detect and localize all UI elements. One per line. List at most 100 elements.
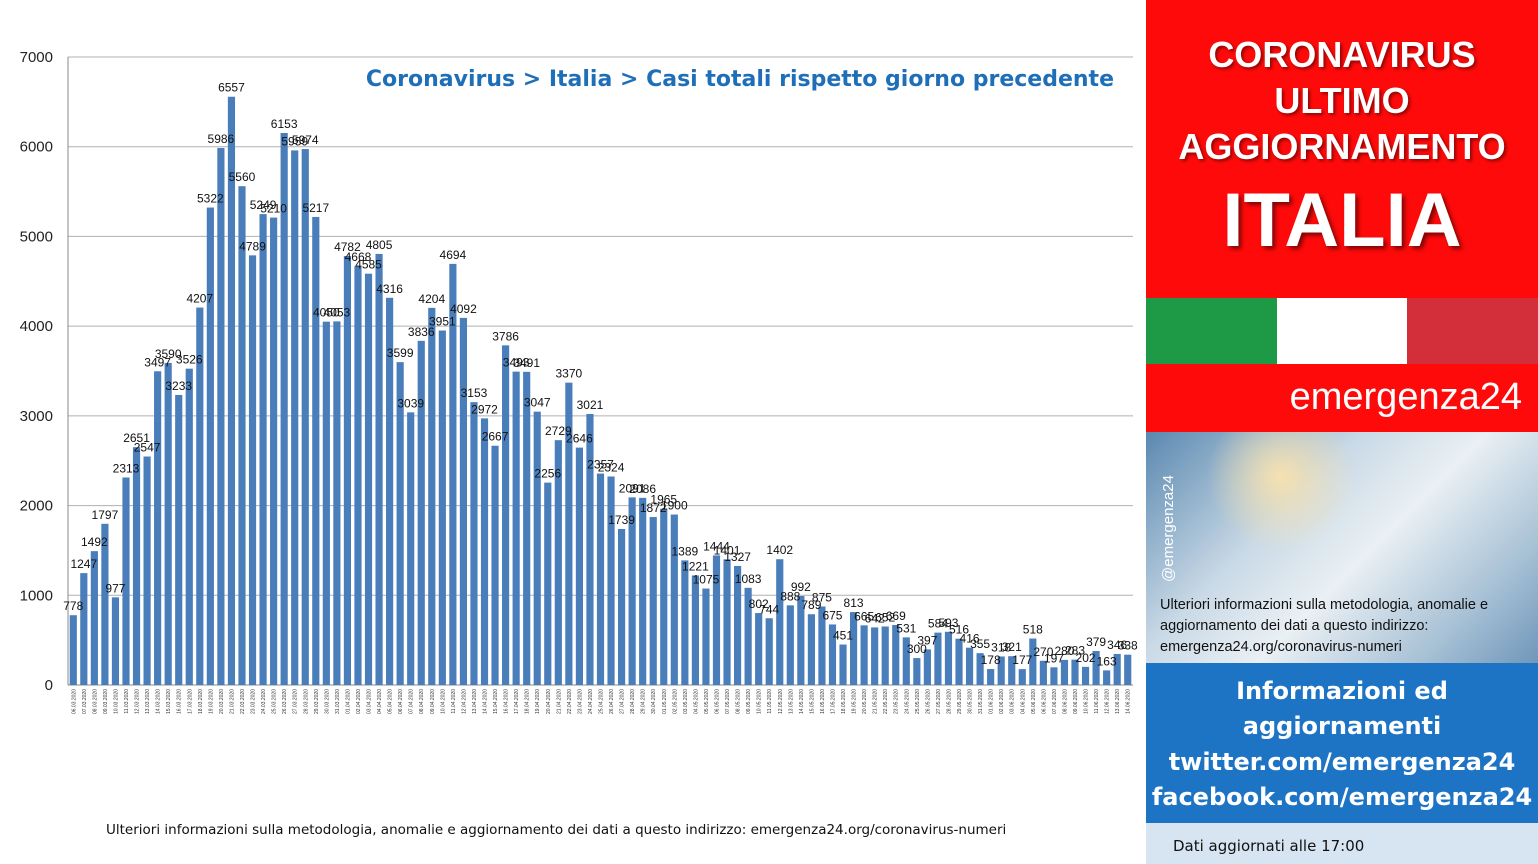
data-label: 346	[1107, 638, 1127, 652]
data-label: 1401	[714, 543, 741, 557]
bar	[807, 614, 815, 685]
bar	[586, 413, 594, 685]
x-tick-label: 22.05.2020	[883, 689, 889, 714]
bar	[554, 440, 562, 685]
data-label: 4585	[355, 258, 382, 272]
bar	[533, 411, 541, 685]
bar	[987, 669, 995, 685]
bar	[691, 575, 699, 685]
x-tick-label: 10.04.2020	[440, 689, 446, 714]
bar	[449, 263, 457, 685]
data-label: 318	[991, 640, 1011, 654]
data-label: 5210	[260, 202, 287, 216]
bar	[923, 649, 931, 685]
data-label: 813	[844, 596, 864, 610]
bar	[101, 523, 109, 685]
x-tick-label: 08.03.2020	[92, 689, 98, 714]
info-line: aggiornamenti	[1242, 712, 1442, 740]
bar	[343, 255, 352, 686]
data-label: 516	[949, 623, 969, 637]
x-tick-label: 07.06.2020	[1052, 689, 1058, 714]
data-label: 3039	[397, 396, 424, 410]
bar	[1039, 660, 1047, 685]
data-label: 283	[1065, 644, 1085, 658]
bar	[818, 606, 826, 685]
bars	[69, 96, 1132, 686]
bar	[723, 559, 731, 685]
x-tick-label: 24.03.2020	[261, 689, 267, 714]
x-tick-label: 13.05.2020	[788, 689, 794, 714]
x-tick-label: 17.03.2020	[187, 689, 193, 714]
bar	[871, 627, 879, 685]
twitter-link[interactable]: twitter.com/emergenza24	[1168, 748, 1516, 776]
data-label: 2086	[629, 482, 656, 496]
x-tick-label: 29.03.2020	[314, 689, 320, 714]
bar	[185, 368, 193, 685]
x-tick-label: 27.03.2020	[293, 689, 299, 714]
bar	[111, 597, 120, 685]
bar	[386, 297, 394, 685]
data-label: 3786	[492, 329, 519, 343]
x-tick-label: 24.04.2020	[588, 689, 594, 714]
y-tick-label: 1000	[20, 587, 53, 604]
data-label: 642	[865, 611, 885, 625]
x-tick-label: 21.05.2020	[873, 689, 879, 714]
bar-chart: 0 1000 2000 3000 4000 5000 6000 7000 778 1247 149…	[20, 49, 1138, 714]
data-label: 3491	[513, 356, 540, 370]
data-label: 1402	[766, 543, 793, 557]
data-label: 2646	[566, 432, 593, 446]
data-label: 675	[822, 608, 842, 622]
x-tick-label: 09.03.2020	[103, 689, 109, 714]
x-tick-label: 07.05.2020	[725, 689, 731, 714]
data-label: 163	[1097, 654, 1117, 668]
bar	[407, 412, 415, 685]
update-bar: Dati aggiornati alle 17:00	[1146, 823, 1538, 864]
data-label: 4694	[440, 248, 467, 262]
photo-highlight	[1206, 432, 1356, 552]
info-box: Informazioni ed aggiornamenti twitter.co…	[1146, 663, 1538, 823]
background-photo: @emergenza24 Ulteriori informazioni sull…	[1146, 432, 1538, 663]
bar	[238, 186, 246, 685]
x-tick-label: 10.06.2020	[1084, 689, 1090, 714]
data-label: 4204	[418, 292, 445, 306]
x-tick-label: 11.04.2020	[451, 689, 457, 714]
data-label: 2324	[598, 461, 625, 475]
italian-flag	[1146, 298, 1538, 364]
x-tick-label: 23.05.2020	[894, 689, 900, 714]
data-label: 4789	[239, 239, 266, 253]
data-label: 6557	[218, 81, 245, 95]
data-label: 416	[960, 632, 980, 646]
data-label: 3153	[461, 386, 488, 400]
y-tick-label: 2000	[20, 498, 53, 515]
sidebar: CORONAVIRUS ULTIMO AGGIORNAMENTO ITALIA …	[1146, 0, 1538, 864]
data-label: 5560	[229, 170, 256, 184]
data-label: 1444	[703, 539, 730, 553]
data-label: 778	[63, 599, 83, 613]
facebook-link[interactable]: facebook.com/emergenza24	[1151, 783, 1533, 811]
bar	[892, 624, 900, 685]
x-tick-label: 19.03.2020	[208, 689, 214, 714]
bar	[618, 528, 626, 685]
data-label: 2091	[619, 481, 646, 495]
data-label: 1739	[608, 513, 635, 527]
x-tick-label: 02.06.2020	[999, 689, 1005, 714]
bar	[1124, 654, 1132, 685]
x-tick-label: 29.05.2020	[957, 689, 963, 714]
data-label: 3497	[144, 355, 171, 369]
y-tick-label: 4000	[20, 318, 53, 335]
bar	[828, 624, 837, 685]
x-tick-label: 07.04.2020	[409, 689, 415, 714]
data-label: 531	[896, 621, 916, 635]
data-label: 802	[749, 597, 769, 611]
x-tick-label: 08.05.2020	[736, 689, 742, 714]
x-tick-label: 11.05.2020	[767, 689, 773, 714]
x-tick-label: 21.04.2020	[556, 689, 562, 714]
x-tick-label: 13.06.2020	[1115, 689, 1121, 714]
x-tick-label: 20.03.2020	[219, 689, 225, 714]
data-label: 3590	[155, 347, 182, 361]
x-tick-label: 25.03.2020	[272, 689, 278, 714]
x-tick-label: 31.05.2020	[978, 689, 984, 714]
bar	[512, 371, 520, 685]
brand-bar: emergenza24	[1146, 364, 1538, 432]
